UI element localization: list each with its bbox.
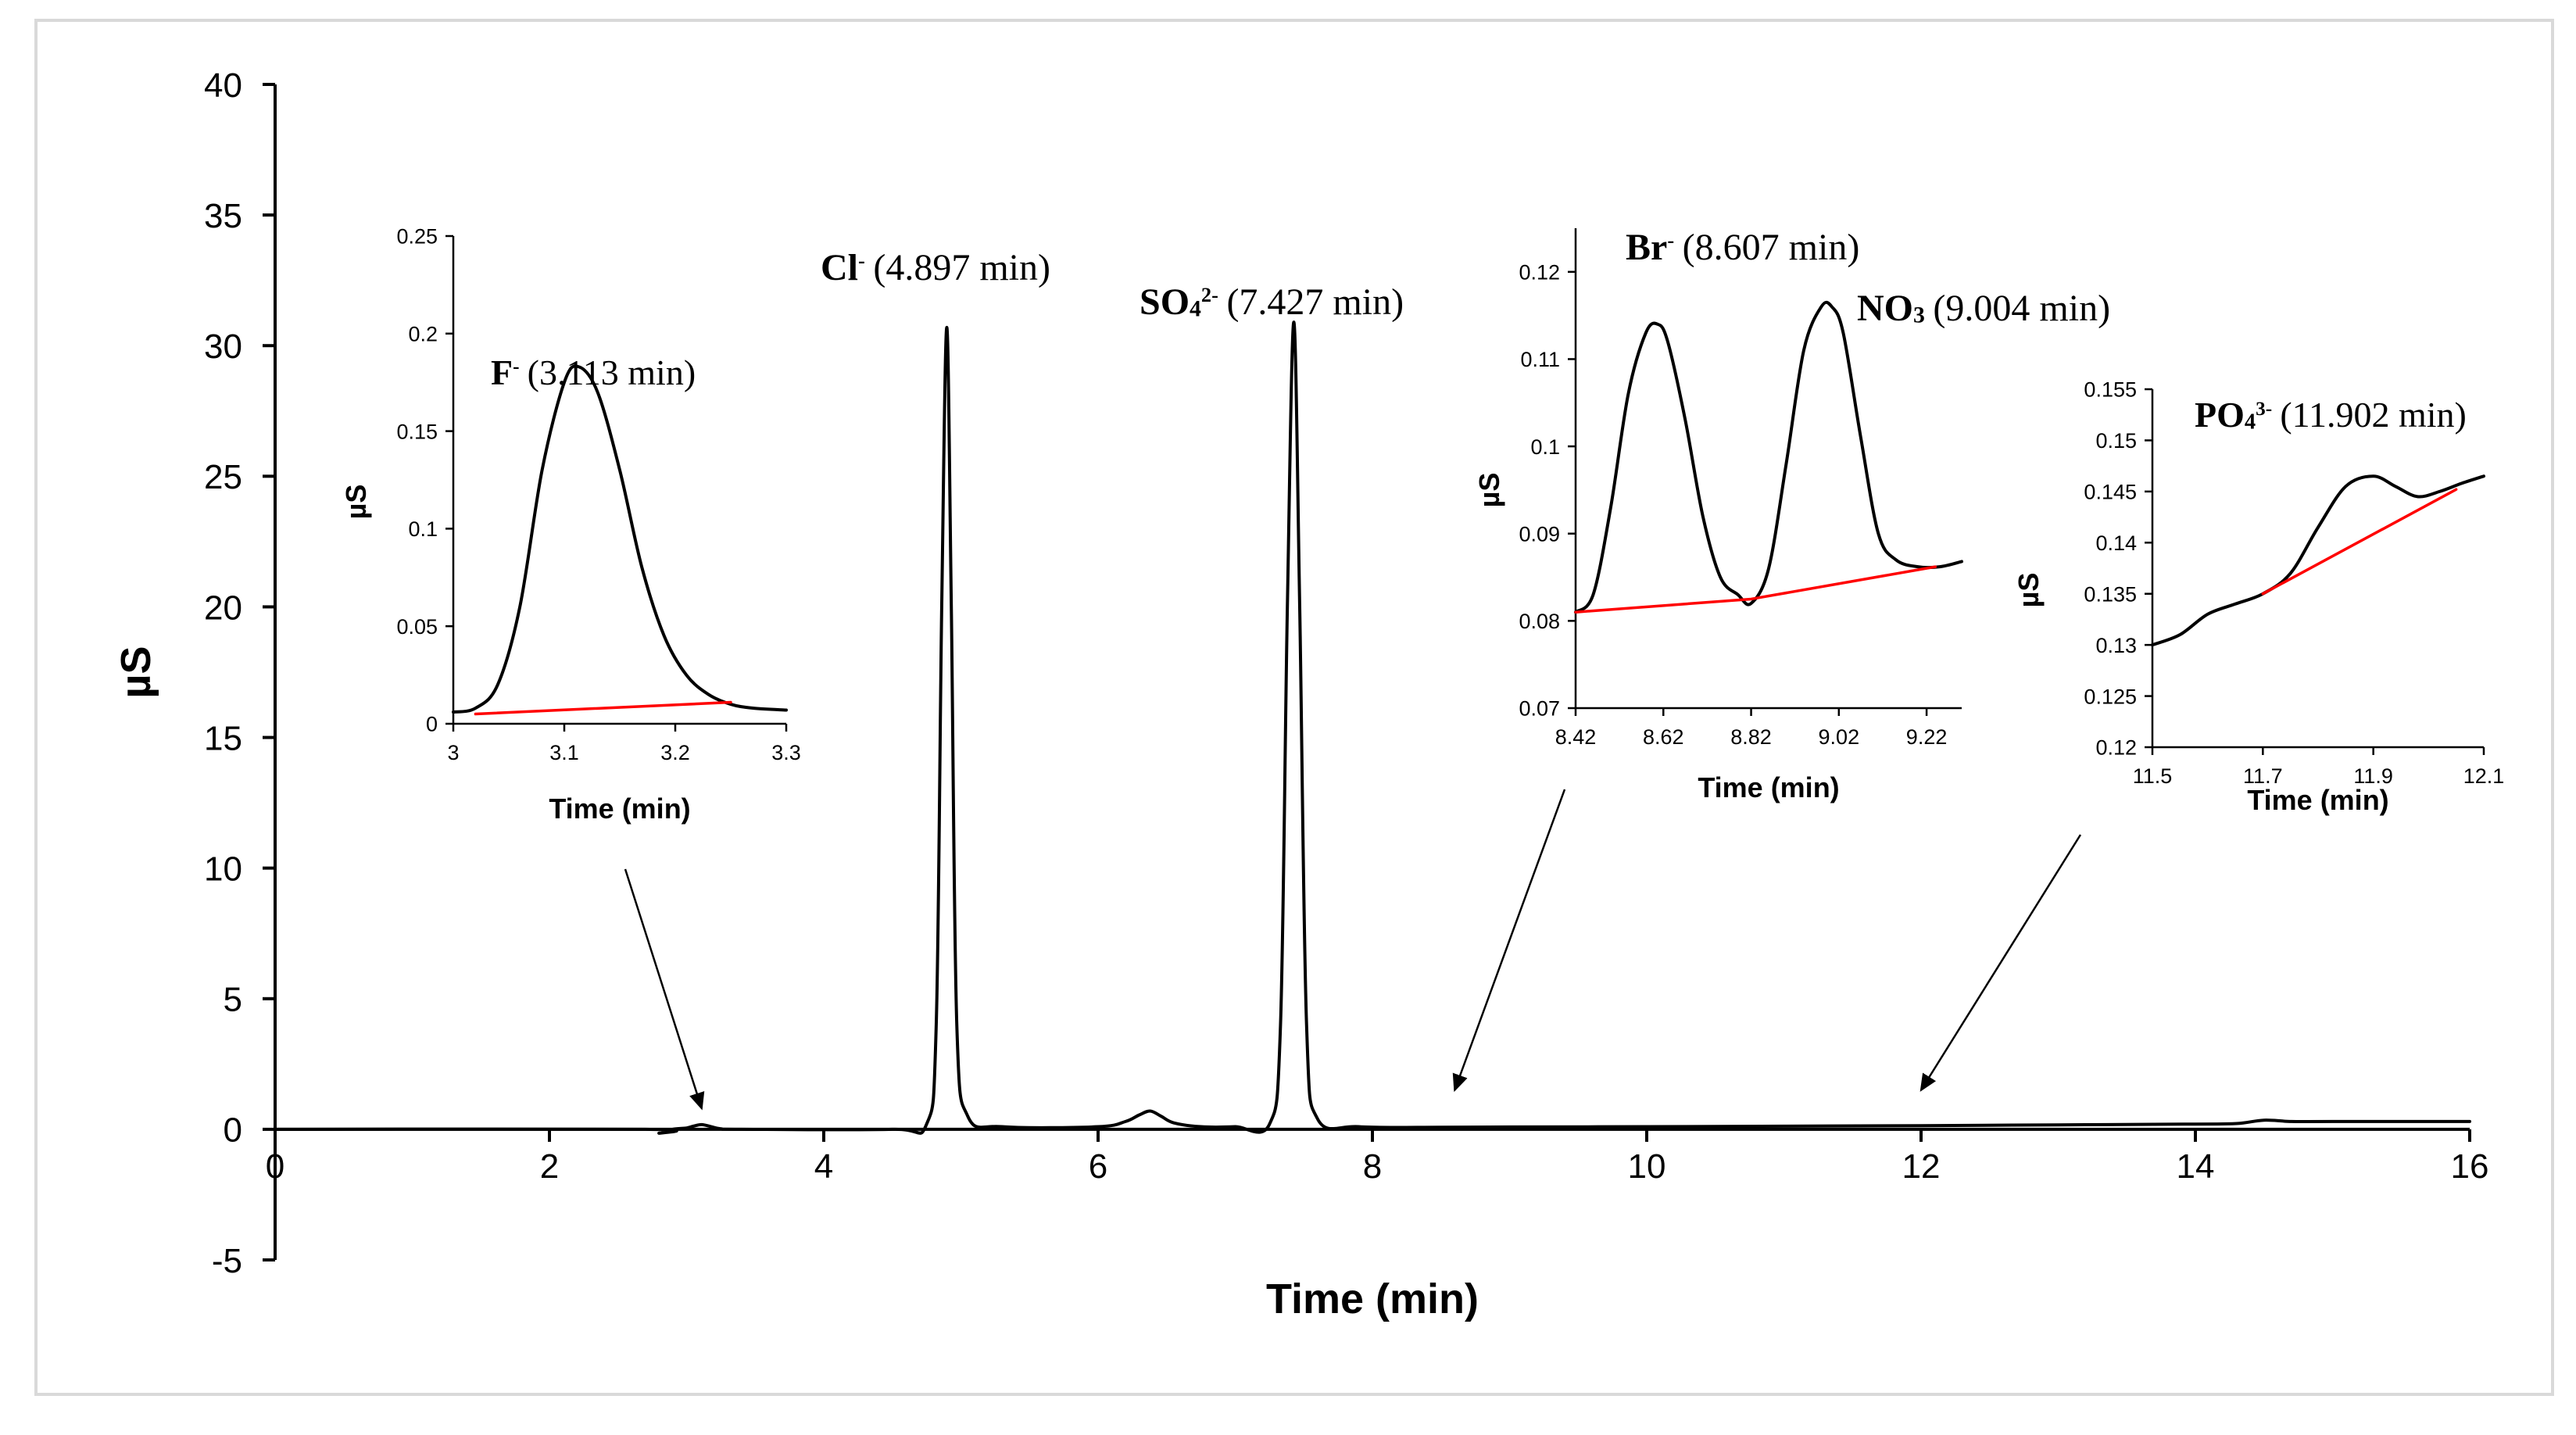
peak-label-ion: F [491, 352, 513, 392]
peak-label-charge: - [513, 356, 519, 378]
inset-br-no3-x-tick-label: 8.42 [1555, 725, 1597, 749]
inset-f-y-tick-label: 0 [426, 713, 438, 736]
inset-po4-y-tick-label: 0.125 [2084, 685, 2137, 708]
inset-po4-x-tick-label: 11.5 [2133, 764, 2173, 788]
peak-label-retention-time: (8.607 min) [1683, 227, 1860, 268]
inset-br-no3-series-signal [1574, 300, 1963, 614]
inset-f-x-axis-label: Time (min) [549, 793, 690, 825]
inset-br-no3-x-tick-label: 9.22 [1906, 725, 1948, 749]
inset-br-no3-x-tick-label: 9.02 [1819, 725, 1860, 749]
main-x-tick-label: 0 [266, 1147, 284, 1186]
main-y-tick-label: 20 [204, 589, 242, 627]
peak-label-ion: PO [2195, 395, 2245, 435]
main-x-tick-label: 14 [2177, 1147, 2215, 1186]
inset-br-no3-y-tick-label: 0.07 [1519, 697, 1560, 721]
inset-po4-y-tick-label: 0.15 [2095, 429, 2137, 453]
inset-f-series-baseline [474, 700, 732, 716]
inset-po4-x-tick-label: 12.1 [2463, 764, 2505, 788]
main-y-tick-label: -5 [212, 1242, 242, 1280]
main-y-tick-label: 30 [204, 327, 242, 366]
inset-po4-y-tick-label: 0.145 [2084, 481, 2137, 504]
inset-f-x-tick-label: 3.3 [771, 741, 801, 764]
inset-po4-y-tick-label: 0.12 [2095, 736, 2137, 760]
inset-br-no3-series-baseline [1574, 565, 1937, 614]
inset-br-no3-y-tick-label: 0.1 [1530, 435, 1560, 459]
inset-po4-x-tick-label: 11.9 [2353, 764, 2393, 788]
main-x-tick-label: 8 [1363, 1147, 1382, 1186]
main-y-axis-label: µS [113, 646, 159, 698]
inset-br-no3-x-tick-label: 8.62 [1643, 725, 1684, 749]
main-x-tick-label: 6 [1089, 1147, 1107, 1186]
main-y-tick-label: 15 [204, 719, 242, 757]
peak-label-retention-time: (11.902 min) [2280, 395, 2467, 435]
inset-f-series-signal [452, 364, 788, 714]
peak-label-so: SO42- (7.427 min) [1140, 281, 1404, 323]
peak-label-retention-time: (3.113 min) [528, 352, 696, 392]
main-y-tick-label: 25 [204, 458, 242, 496]
inset-po4-series-signal [2151, 474, 2485, 647]
inset-f-x-tick-label: 3 [447, 741, 459, 764]
main-x-axis-label: Time (min) [1266, 1276, 1479, 1322]
peak-label-f: F- (3.113 min) [491, 352, 696, 392]
peak-label-subscript: 4 [2245, 410, 2256, 434]
peak-label-subscript: 4 [1190, 295, 1201, 321]
inset-br-no3-y-tick-label: 0.11 [1520, 348, 1560, 371]
main-y-tick-label: 0 [224, 1111, 242, 1150]
peak-label-charge: 3- [2256, 398, 2272, 420]
inset-f-y-tick-label: 0.15 [396, 420, 438, 443]
main-x-tick-label: 12 [1902, 1147, 1941, 1186]
peak-label-ion: SO [1140, 281, 1190, 323]
inset-br-no3-x-tick-label: 8.82 [1730, 725, 1772, 749]
inset-po4-y-axis-label: µS [2012, 573, 2045, 608]
main-y-tick-label: 40 [204, 66, 242, 105]
peak-label-ion: Br [1626, 227, 1667, 268]
main-series-chromatogram [274, 320, 2471, 1135]
inset-pointer-arrow [1452, 789, 1566, 1093]
peak-label-charge: - [858, 249, 865, 272]
peak-label-ion: NO [1857, 288, 1913, 329]
peak-label-po: PO43- (11.902 min) [2195, 395, 2467, 435]
peak-label-subscript: 3 [1913, 302, 1925, 327]
inset-f-y-axis-label: µS [340, 485, 372, 520]
main-y-tick-label: 10 [204, 850, 242, 889]
inset-f-y-tick-label: 0.05 [396, 615, 438, 639]
main-x-tick-label: 10 [1628, 1147, 1666, 1186]
inset-f-y-tick-label: 0.1 [408, 517, 438, 541]
inset-pointer-arrow [1919, 834, 2082, 1092]
main-y-tick-label: 5 [224, 981, 242, 1019]
inset-po4-y-tick-label: 0.13 [2095, 634, 2137, 657]
inset-f-x-tick-label: 3.1 [549, 741, 579, 764]
peak-label-retention-time: (7.427 min) [1226, 281, 1404, 323]
inset-po4-y-tick-label: 0.155 [2084, 378, 2137, 402]
inset-br-no3-y-tick-label: 0.09 [1519, 522, 1560, 546]
inset-po4-y-tick-label: 0.14 [2095, 531, 2137, 555]
peak-label-no: NO3 (9.004 min) [1857, 288, 2110, 329]
main-x-tick-label: 16 [2451, 1147, 2489, 1186]
inset-br-no3-y-axis-label: µS [1473, 473, 1505, 508]
main-x-tick-label: 2 [540, 1147, 559, 1186]
inset-po4-series-baseline [2261, 488, 2458, 596]
peak-label-cl: Cl- (4.897 min) [821, 247, 1050, 288]
inset-pointer-arrow [624, 868, 705, 1111]
peak-label-retention-time: (9.004 min) [1933, 288, 2110, 329]
chart-frame [34, 19, 2554, 1396]
peak-label-charge: 2- [1201, 283, 1218, 306]
inset-br-no3-y-tick-label: 0.12 [1519, 261, 1560, 284]
main-y-tick-label: 35 [204, 197, 242, 235]
inset-br-no3-x-axis-label: Time (min) [1698, 771, 1839, 803]
inset-po4-y-tick-label: 0.135 [2084, 582, 2137, 606]
inset-po4-x-tick-label: 11.7 [2243, 764, 2283, 788]
inset-f-x-tick-label: 3.2 [660, 741, 690, 764]
peak-label-br: Br- (8.607 min) [1626, 227, 1859, 268]
main-x-tick-label: 4 [814, 1147, 833, 1186]
inset-f-y-tick-label: 0.2 [408, 323, 438, 346]
inset-f-y-tick-label: 0.25 [396, 225, 438, 249]
peak-label-retention-time: (4.897 min) [873, 247, 1050, 288]
inset-br-no3-y-tick-label: 0.08 [1519, 610, 1560, 633]
peak-label-ion: Cl [821, 247, 858, 288]
inset-po4-x-axis-label: Time (min) [2247, 784, 2388, 816]
peak-label-charge: - [1667, 228, 1674, 252]
